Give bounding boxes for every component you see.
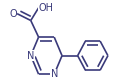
Text: N: N xyxy=(27,51,35,61)
Text: OH: OH xyxy=(39,3,54,13)
Text: N: N xyxy=(51,69,58,79)
Text: O: O xyxy=(9,9,17,19)
